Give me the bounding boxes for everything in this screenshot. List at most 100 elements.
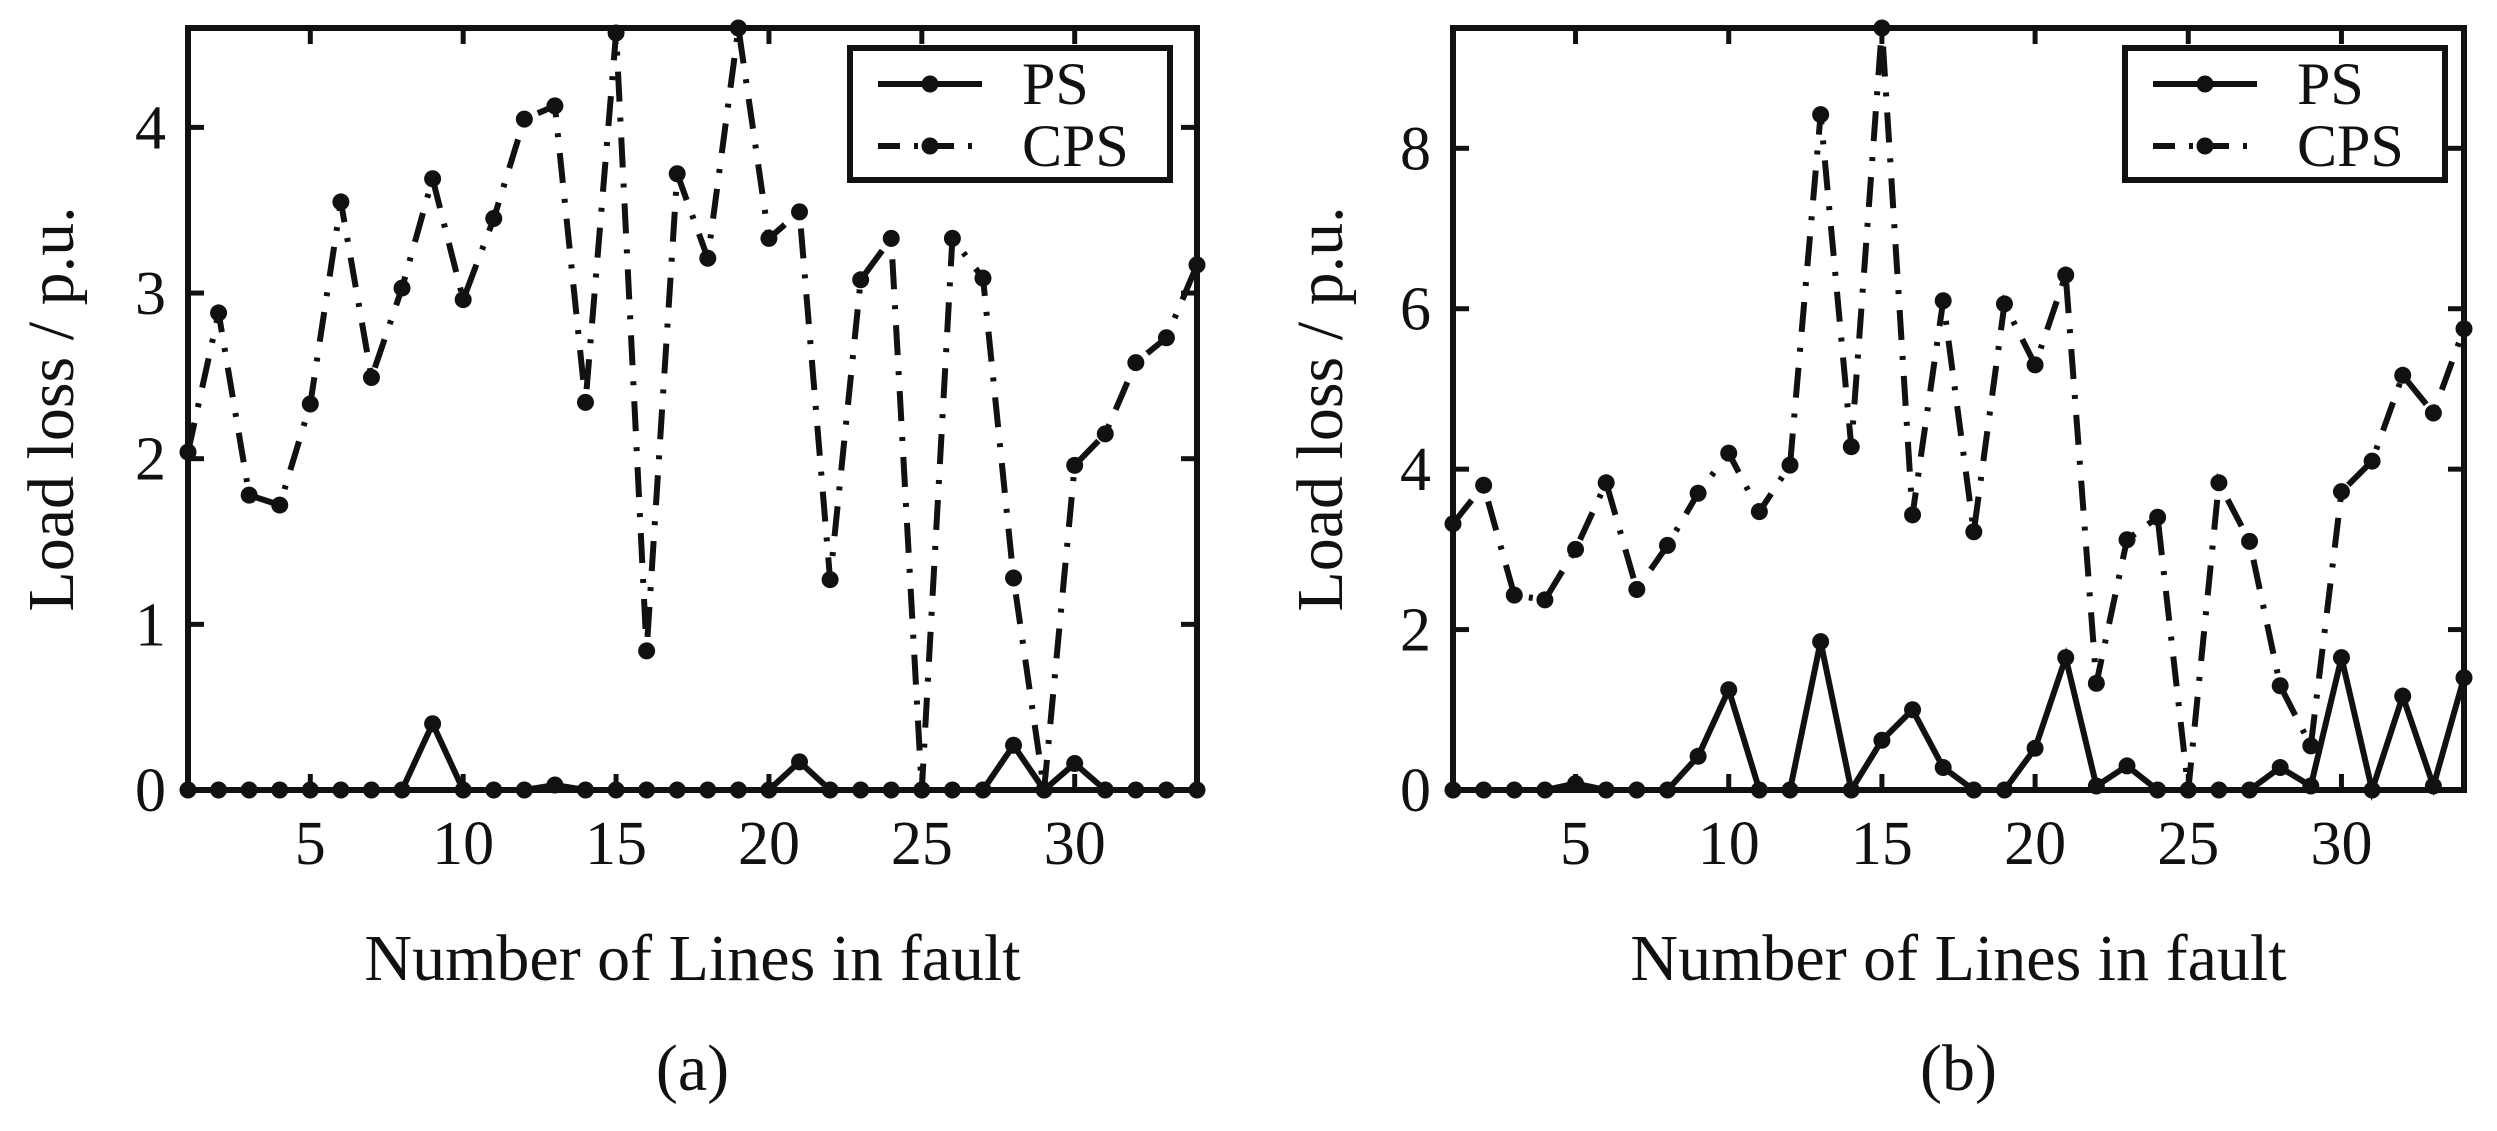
data-point xyxy=(1720,681,1738,699)
data-point xyxy=(2057,266,2075,284)
data-point xyxy=(1720,444,1738,462)
data-point xyxy=(576,393,594,411)
data-point xyxy=(1934,292,1952,310)
data-point xyxy=(2394,687,2412,705)
data-point xyxy=(1127,354,1145,372)
y-tick-label: 2 xyxy=(135,426,166,494)
data-point xyxy=(424,170,442,188)
legend-marker xyxy=(2196,75,2214,93)
panel-caption: (a) xyxy=(656,1032,729,1105)
data-point xyxy=(2363,452,2381,470)
y-tick-label: 0 xyxy=(1400,757,1431,825)
data-point xyxy=(424,715,442,733)
data-point xyxy=(271,496,289,514)
data-point xyxy=(852,271,870,289)
data-point xyxy=(1995,295,2013,313)
legend-marker xyxy=(2196,137,2214,155)
legend-box xyxy=(847,45,1173,183)
data-point xyxy=(1812,633,1830,651)
data-point xyxy=(1934,759,1952,777)
data-point xyxy=(2026,356,2044,374)
chart-panel-a: 5 10 15 20 25 30 0 1 2 3 4 Number of Lines in fault… xyxy=(15,19,1206,1105)
legend-label-ps: PS xyxy=(2297,51,2364,117)
x-tick-label: 30 xyxy=(1044,810,1106,878)
data-point xyxy=(2394,366,2412,384)
x-axis-title: Number of Lines in fault xyxy=(1630,922,2286,995)
data-point xyxy=(1066,754,1084,772)
data-point xyxy=(2332,483,2350,501)
data-point xyxy=(1904,701,1922,719)
plot-frame xyxy=(185,25,1200,793)
legend-label-cps: CPS xyxy=(2297,113,2404,179)
data-point xyxy=(1689,747,1707,765)
data-point xyxy=(1157,329,1175,347)
data-point xyxy=(1066,456,1084,474)
series-ps xyxy=(1444,633,2473,802)
data-point xyxy=(2057,649,2075,667)
data-point xyxy=(699,249,717,267)
data-point xyxy=(1475,476,1493,494)
data-point xyxy=(1597,474,1615,492)
panel-caption: (b) xyxy=(1920,1032,1997,1105)
y-tick-label: 6 xyxy=(1400,276,1431,344)
data-point xyxy=(1505,586,1523,604)
data-point xyxy=(2118,757,2136,775)
data-point xyxy=(1750,503,1768,521)
plot-frame xyxy=(1450,25,2467,793)
data-point xyxy=(210,304,228,322)
data-point xyxy=(668,165,686,183)
data-point xyxy=(1658,536,1676,554)
series-line-cps xyxy=(185,27,1200,791)
y-tick-label: 8 xyxy=(1400,115,1431,183)
data-point xyxy=(362,369,380,387)
x-tick-label: 5 xyxy=(1560,810,1591,878)
data-point xyxy=(454,291,472,309)
data-point xyxy=(240,486,258,504)
data-point xyxy=(1842,438,1860,456)
data-point xyxy=(2332,649,2350,667)
y-tick-label: 2 xyxy=(1400,597,1431,665)
data-point xyxy=(301,395,319,413)
legend-marker xyxy=(921,75,939,93)
legend-label-cps: CPS xyxy=(1022,113,1129,179)
y-axis-title: Load loss / p.u. xyxy=(1284,206,1357,611)
x-tick-label: 15 xyxy=(585,810,647,878)
data-point xyxy=(2424,404,2442,422)
data-point xyxy=(1005,569,1023,587)
series-line-cps xyxy=(1450,27,2467,791)
data-point xyxy=(1812,106,1830,124)
data-point xyxy=(1904,506,1922,524)
x-tick-label: 5 xyxy=(295,810,326,878)
data-point xyxy=(1781,456,1799,474)
data-point xyxy=(791,203,809,221)
data-point xyxy=(515,110,533,128)
data-point xyxy=(2026,739,2044,757)
x-tick-label: 20 xyxy=(738,810,800,878)
data-point xyxy=(974,269,992,287)
data-point xyxy=(760,229,778,247)
y-tick-label: 0 xyxy=(135,757,166,825)
y-tick-label: 4 xyxy=(1400,436,1431,504)
data-point xyxy=(1567,540,1585,558)
data-point xyxy=(2210,474,2228,492)
data-point xyxy=(332,193,350,211)
data-point xyxy=(2271,759,2289,777)
data-point xyxy=(2271,677,2289,695)
y-axis-title: Load loss / p.u. xyxy=(15,206,88,611)
data-point xyxy=(393,279,411,297)
y-tick-label: 1 xyxy=(135,591,166,659)
y-tick-label: 4 xyxy=(135,94,166,162)
data-point xyxy=(485,210,503,227)
data-point xyxy=(2241,532,2259,550)
x-tick-label: 10 xyxy=(1698,810,1760,878)
legend-box xyxy=(2122,45,2448,183)
data-point xyxy=(638,642,656,660)
data-point xyxy=(791,753,809,771)
series-cps xyxy=(179,19,1206,799)
data-point xyxy=(1005,736,1023,754)
data-point xyxy=(2118,531,2136,549)
x-tick-label: 15 xyxy=(1851,810,1913,878)
data-point xyxy=(1628,580,1646,598)
